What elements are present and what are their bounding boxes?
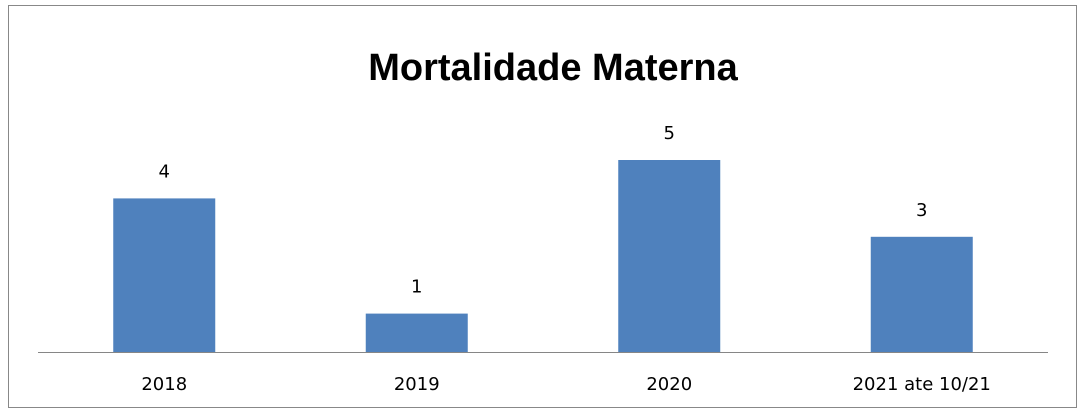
- data-label: 4: [159, 161, 170, 182]
- x-tick-label: 2019: [394, 374, 440, 395]
- data-label: 3: [916, 200, 927, 221]
- bar: [870, 236, 973, 352]
- x-tick-label: 2020: [646, 374, 692, 395]
- bar: [618, 160, 721, 352]
- x-tick-label: 2021 ate 10/21: [853, 374, 991, 395]
- data-label: 1: [411, 277, 422, 298]
- x-tick-label: 2018: [141, 374, 187, 395]
- bar: [113, 198, 216, 352]
- bar: [365, 313, 468, 352]
- chart-title: Mortalidade Materna: [368, 47, 738, 89]
- data-label: 5: [664, 123, 675, 144]
